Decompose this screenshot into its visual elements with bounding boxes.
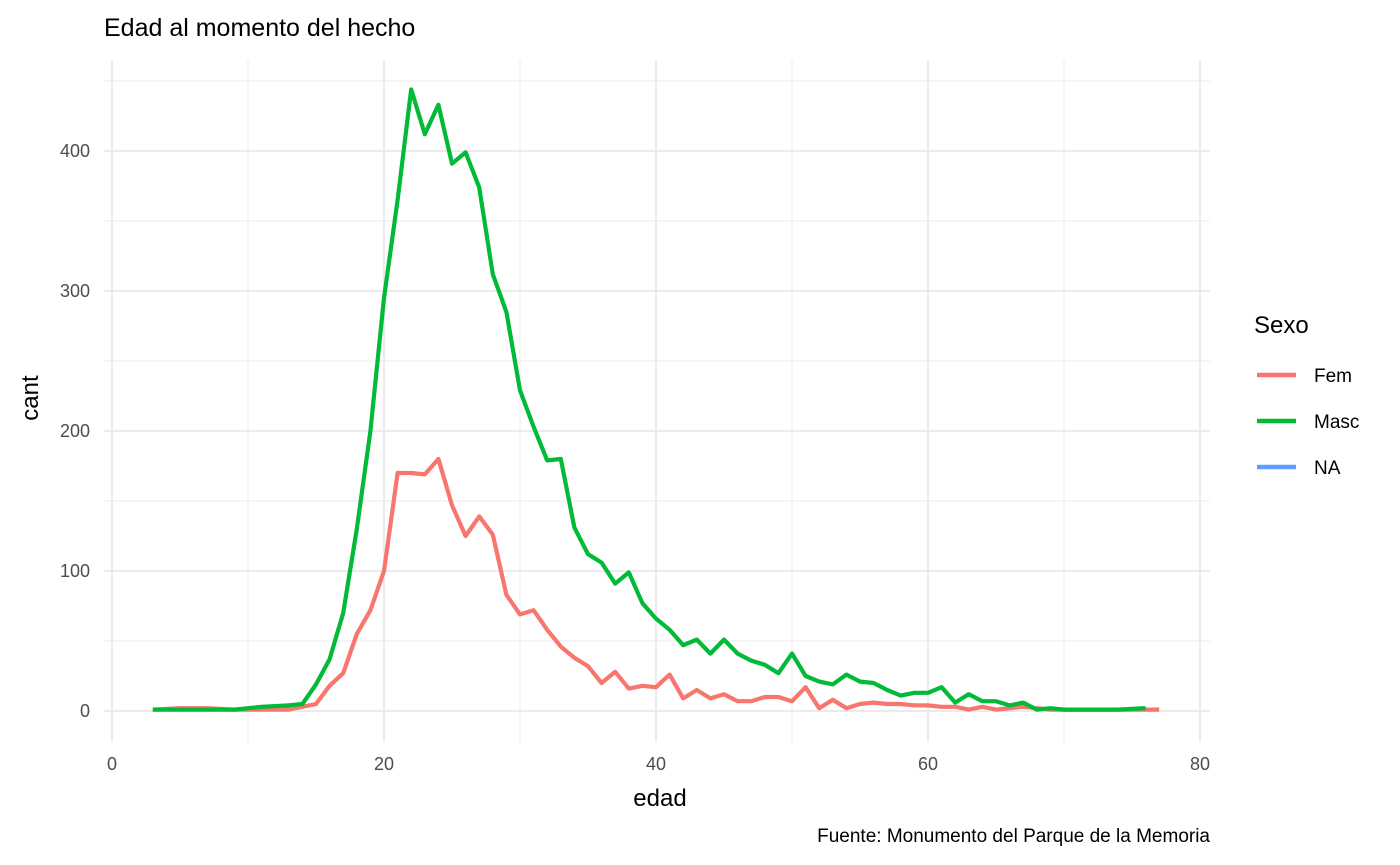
y-axis-tick-labels: 0 100 200 300 400 [60,141,90,721]
y-tick-label-200: 200 [60,421,90,441]
x-tick-label-20: 20 [374,754,394,774]
y-tick-label-0: 0 [80,701,90,721]
legend-label-fem: Fem [1314,366,1352,387]
x-axis-tick-labels: 0 20 40 60 80 [107,754,1210,774]
legend-label-na: NA [1314,458,1341,479]
series-line-fem [152,456,1160,712]
chart-caption: Fuente: Monumento del Parque de la Memor… [817,826,1210,847]
y-tick-label-400: 400 [60,141,90,161]
series-lines [152,87,1160,712]
legend-title: Sexo [1254,312,1309,339]
y-tick-label-300: 300 [60,281,90,301]
series-line-masc [152,87,1146,712]
legend-label-masc: Masc [1314,412,1359,433]
legend: Sexo Fem Masc NA [1254,312,1359,479]
y-axis-title: cant [17,375,44,421]
x-tick-label-60: 60 [918,754,938,774]
chart-title: Edad al momento del hecho [104,14,415,42]
x-tick-label-80: 80 [1190,754,1210,774]
major-grid [104,60,1210,742]
y-tick-label-100: 100 [60,561,90,581]
x-tick-label-40: 40 [646,754,666,774]
x-tick-label-0: 0 [107,754,117,774]
x-axis-title: edad [633,785,686,812]
